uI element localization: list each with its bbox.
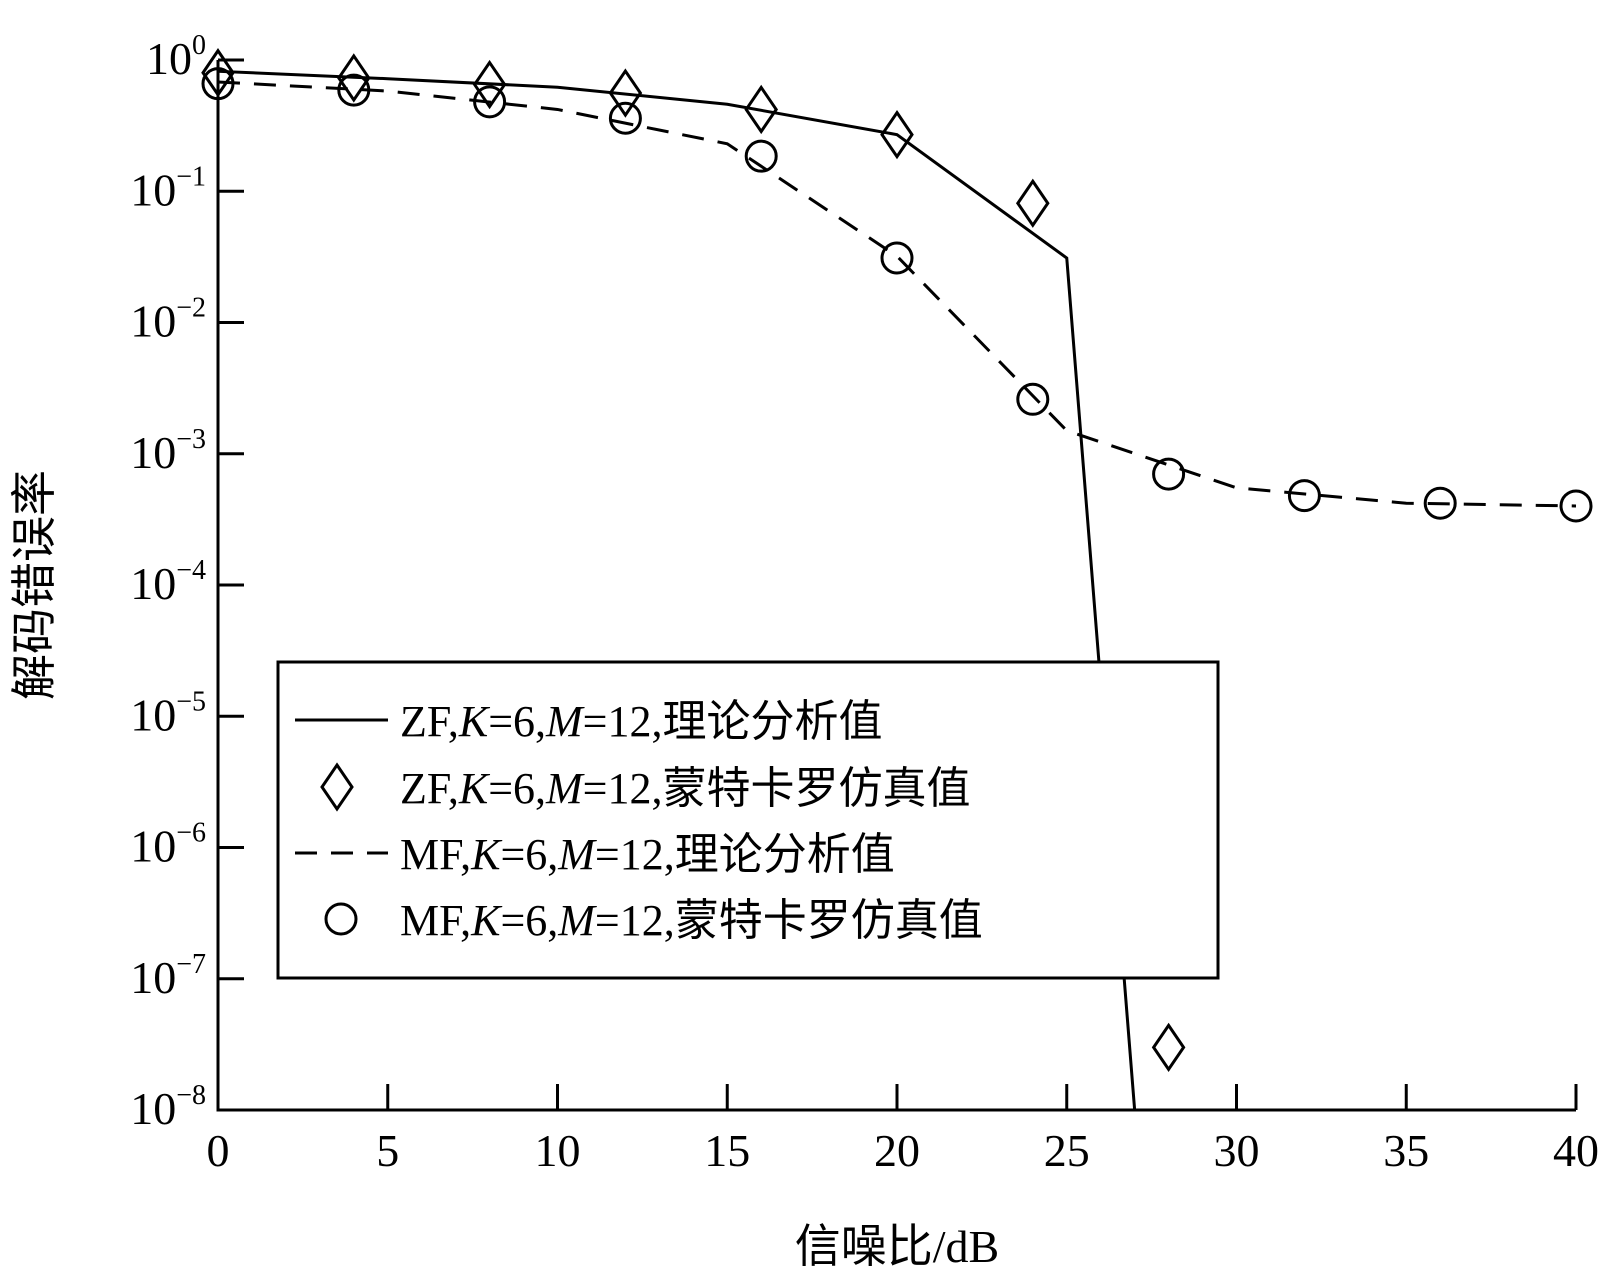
- legend: ZF,K=6,M=12,理论分析值 ZF,K=6,M=12,蒙特卡罗仿真值 MF,K…: [276, 660, 1220, 980]
- legend-box: [276, 660, 1220, 980]
- series-line-mf_theory: [217, 80, 1577, 508]
- y-tick-label: 10−4: [130, 555, 206, 609]
- point-mf_sim: [1016, 382, 1050, 416]
- point-zf_sim: [744, 84, 779, 135]
- point-mf_sim: [1287, 479, 1321, 513]
- point-zf_sim: [336, 53, 371, 103]
- y-tick-label: 10−8: [130, 1080, 206, 1134]
- x-axis-label: 信噪比/dB: [795, 1221, 999, 1272]
- point-zf_sim: [472, 59, 507, 110]
- point-mf_sim: [201, 67, 235, 101]
- point-mf_sim: [1152, 457, 1186, 491]
- legend-label-mf_sim: MF,K=6,M=12,蒙特卡罗仿真值: [400, 896, 983, 945]
- legend-label-mf_theory: MF,K=6,M=12,理论分析值: [400, 830, 895, 879]
- x-tick-label: 10: [535, 1125, 581, 1176]
- x-tick-label: 15: [704, 1125, 750, 1176]
- point-mf_sim: [1559, 489, 1593, 523]
- point-mf_sim: [880, 241, 914, 275]
- point-mf_sim: [744, 139, 778, 173]
- point-zf_sim: [1015, 178, 1050, 228]
- point-zf_sim: [608, 68, 643, 118]
- x-tick-label: 30: [1214, 1125, 1260, 1176]
- legend-label-zf_theory: ZF,K=6,M=12,理论分析值: [400, 697, 883, 746]
- point-mf_sim: [1423, 486, 1457, 520]
- y-tick-label: 10−3: [130, 424, 206, 478]
- y-tick-label: 10−2: [130, 293, 206, 347]
- point-mf_sim: [473, 85, 507, 119]
- point-mf_sim: [608, 101, 642, 135]
- legend-marker-mf_sim: [324, 902, 358, 936]
- point-zf_sim: [1151, 1022, 1186, 1073]
- point-mf_sim: [337, 73, 371, 107]
- x-tick-label: 5: [376, 1125, 399, 1176]
- series-layer: [201, 48, 1593, 1111]
- x-tick-label: 0: [207, 1125, 230, 1176]
- y-axis-label: 解码错误率: [9, 470, 60, 700]
- series-line-zf_theory: [217, 69, 1137, 1111]
- point-zf_sim: [880, 109, 914, 160]
- x-tick-label: 40: [1553, 1125, 1599, 1176]
- y-tick-label: 100: [146, 30, 206, 84]
- point-zf_sim: [201, 48, 235, 98]
- legend-marker-zf_sim: [320, 762, 354, 812]
- x-tick-label: 35: [1383, 1125, 1429, 1176]
- y-tick-label: 10−5: [130, 686, 206, 740]
- axes: 0 5 10 15 20 25 30 35 40 100 10−1 10−2 10−3 10−4 10−5 1…: [130, 30, 1599, 1176]
- legend-label-zf_sim: ZF,K=6,M=12,蒙特卡罗仿真值: [400, 764, 971, 813]
- y-tick-label: 10−6: [130, 818, 206, 872]
- y-tick-label: 10−1: [130, 161, 206, 215]
- x-tick-label: 25: [1044, 1125, 1090, 1176]
- y-tick-label: 10−7: [130, 949, 206, 1003]
- x-tick-label: 20: [874, 1125, 920, 1176]
